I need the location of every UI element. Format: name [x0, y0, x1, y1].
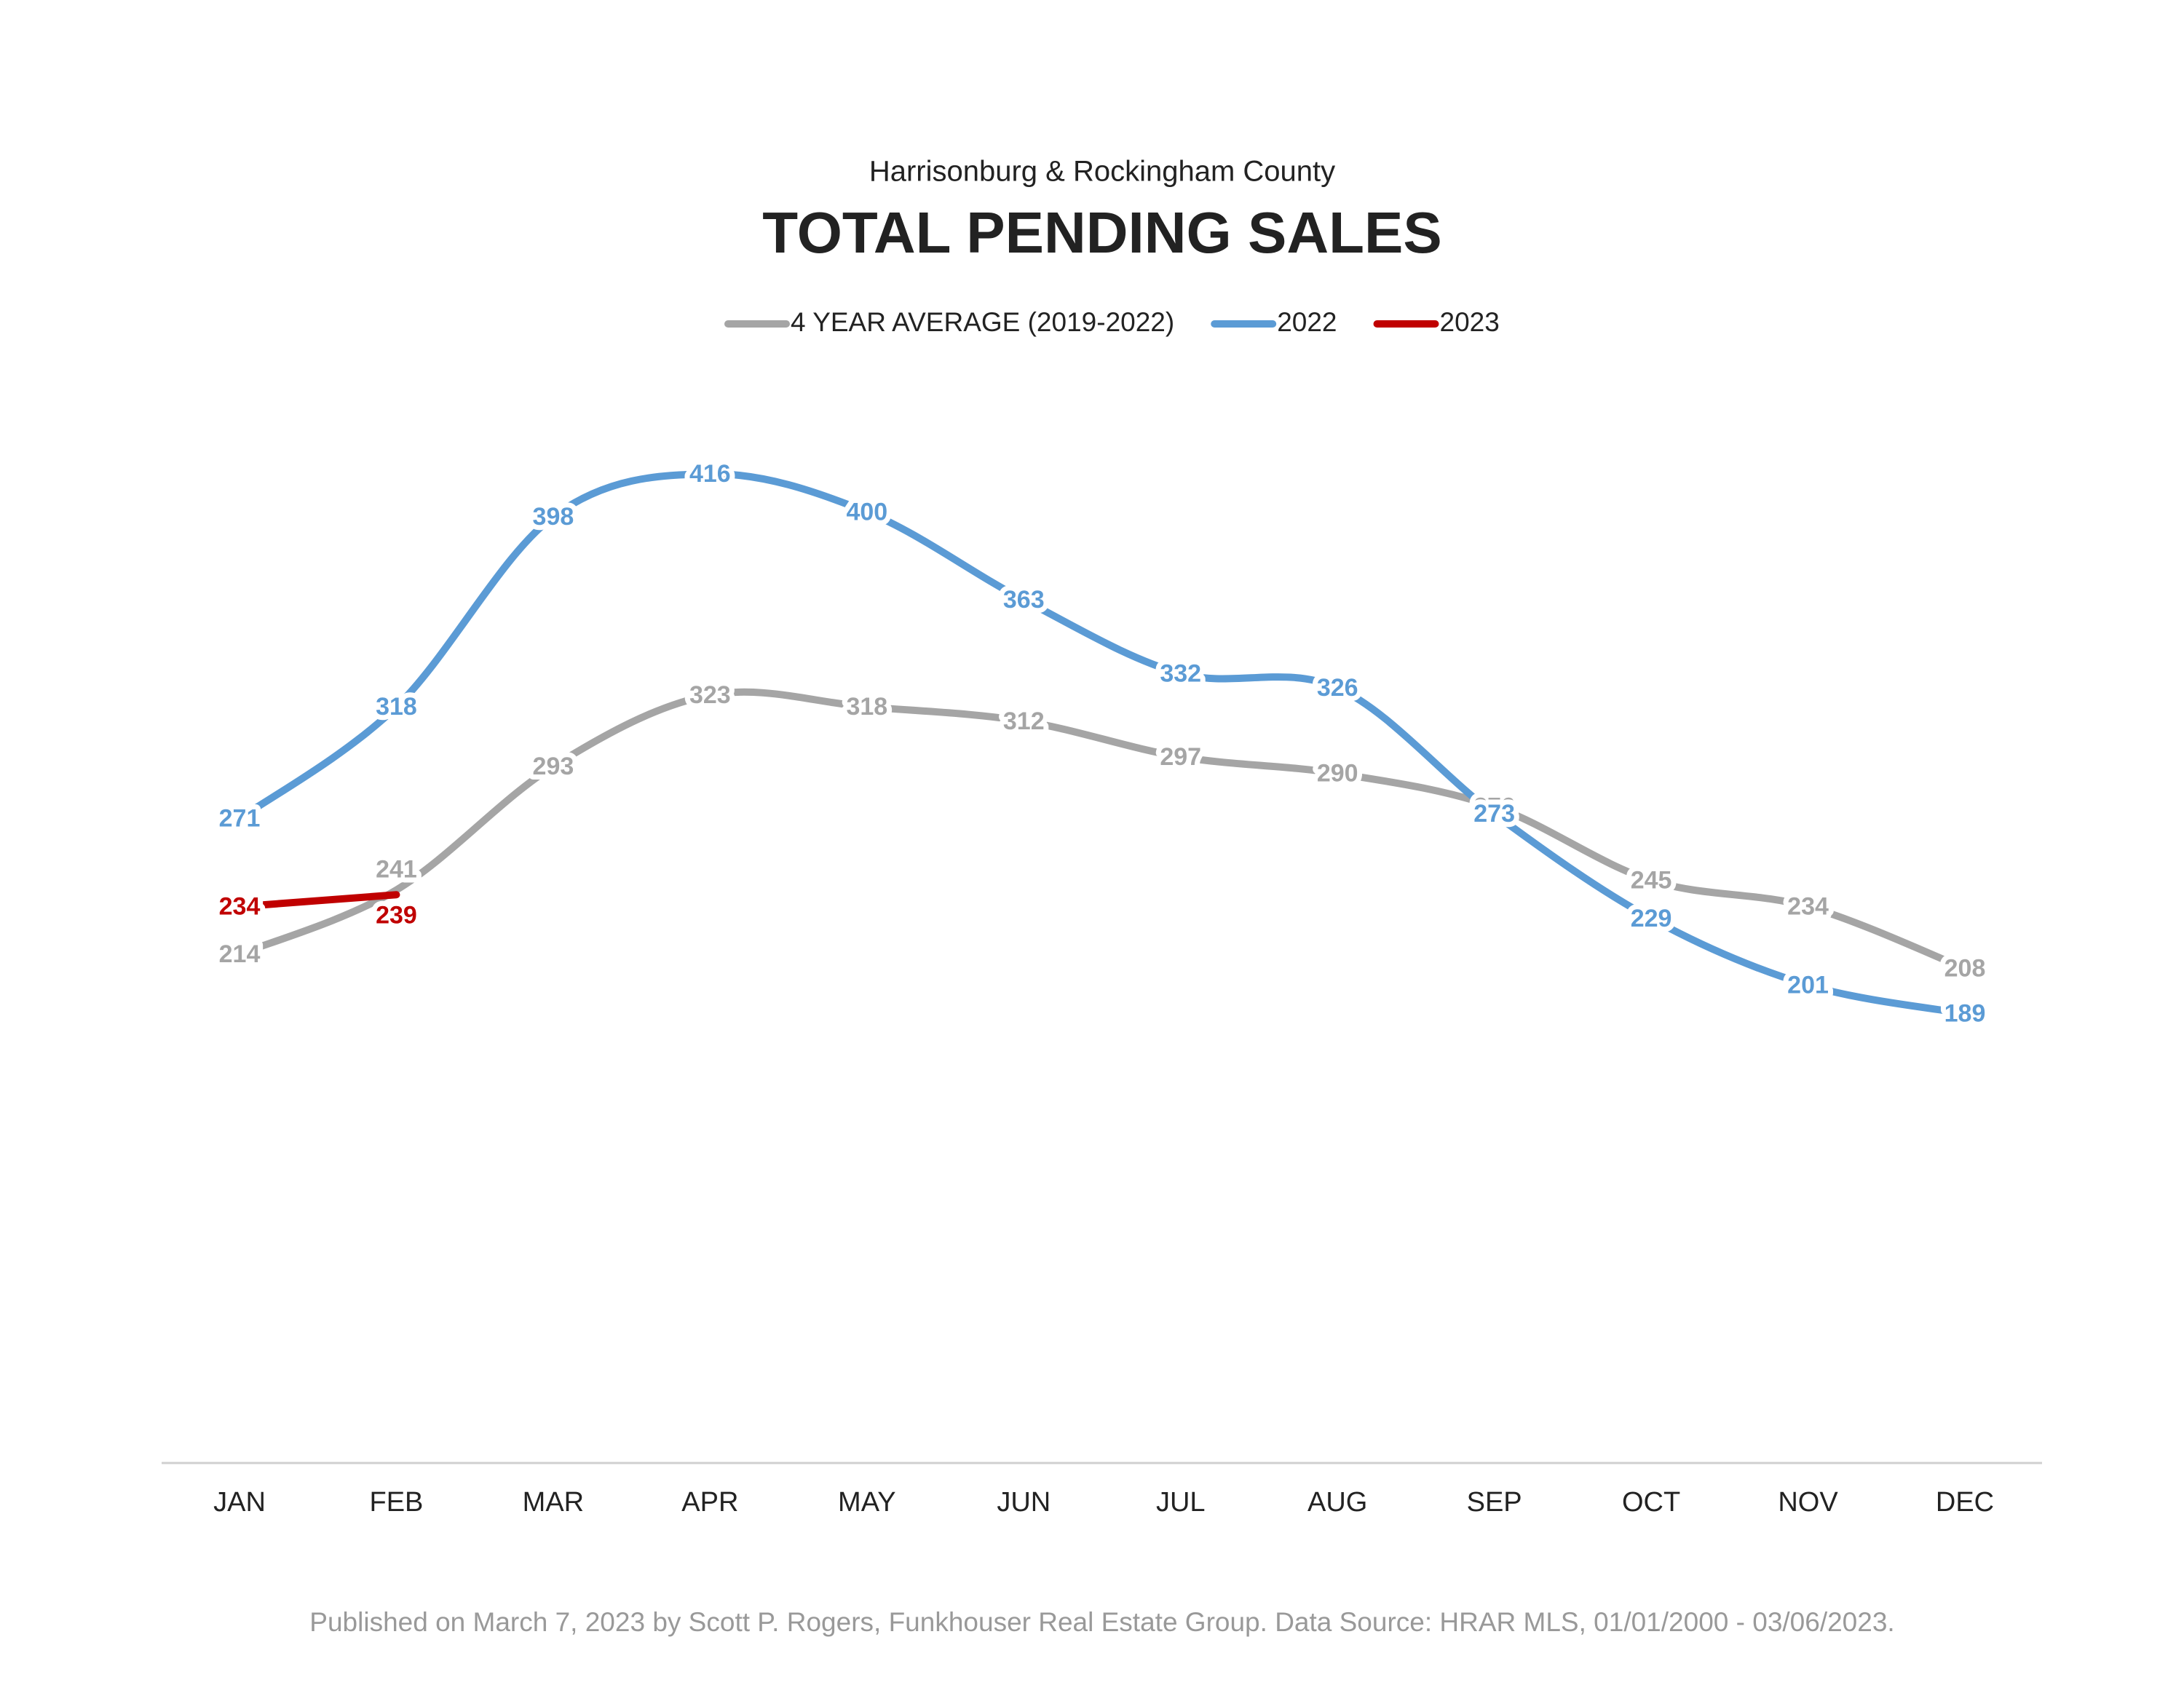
data-label: 323 — [689, 681, 731, 709]
data-label: 189 — [1944, 1000, 1986, 1028]
x-tick-label: MAY — [838, 1487, 896, 1518]
legend-label: 2023 — [1440, 307, 1500, 337]
data-label: 318 — [376, 693, 417, 721]
data-label: 416 — [689, 460, 731, 488]
x-tick-label: MAR — [523, 1487, 584, 1518]
data-label: 208 — [1944, 955, 1986, 983]
x-tick-label: JUL — [1156, 1487, 1206, 1518]
data-label: 245 — [1631, 867, 1672, 895]
data-label: 312 — [1003, 707, 1045, 735]
data-label: 234 — [1787, 893, 1829, 921]
data-label: 293 — [533, 753, 574, 780]
data-label: 398 — [533, 503, 574, 531]
x-tick-label: DEC — [1936, 1487, 1994, 1518]
chart-subtitle: Harrisonburg & Rockingham County — [869, 156, 1335, 188]
legend-label: 2022 — [1277, 307, 1337, 337]
series-line — [236, 470, 1969, 1018]
data-label: 271 — [219, 805, 261, 833]
legend-label: 4 YEAR AVERAGE (2019-2022) — [791, 307, 1174, 337]
data-label: 363 — [1003, 586, 1045, 614]
series-line — [236, 891, 400, 911]
footer: Published on March 7, 2023 by Scott P. R… — [309, 1607, 1894, 1637]
x-tick-label: JAN — [213, 1487, 266, 1518]
x-tick-label: SEP — [1467, 1487, 1522, 1518]
data-label: 234 — [219, 893, 261, 921]
data-label: 297 — [1160, 743, 1201, 771]
data-label: 332 — [1160, 659, 1201, 687]
data-label: 241 — [376, 856, 417, 884]
data-label: 290 — [1317, 760, 1358, 788]
data-label: 214 — [219, 940, 261, 968]
x-tick-label: AUG — [1307, 1487, 1367, 1518]
x-tick-label: JUN — [997, 1487, 1051, 1518]
data-label: 201 — [1787, 971, 1829, 999]
data-label: 326 — [1317, 674, 1358, 702]
x-tick-label: NOV — [1778, 1487, 1838, 1518]
data-label: 229 — [1631, 905, 1672, 932]
x-tick-label: FEB — [370, 1487, 424, 1518]
series-line — [236, 688, 1969, 972]
data-label: 318 — [846, 693, 887, 721]
data-label: 273 — [1473, 800, 1515, 828]
legend: 4 YEAR AVERAGE (2019-2022) 2022 2023 — [724, 307, 1500, 337]
x-tick-label: APR — [681, 1487, 738, 1518]
data-label: 239 — [376, 901, 417, 929]
data-label: 276 — [1473, 793, 1515, 820]
data-label: 400 — [846, 498, 887, 526]
x-tick-label: OCT — [1622, 1487, 1680, 1518]
chart-title: TOTAL PENDING SALES — [762, 200, 1441, 265]
